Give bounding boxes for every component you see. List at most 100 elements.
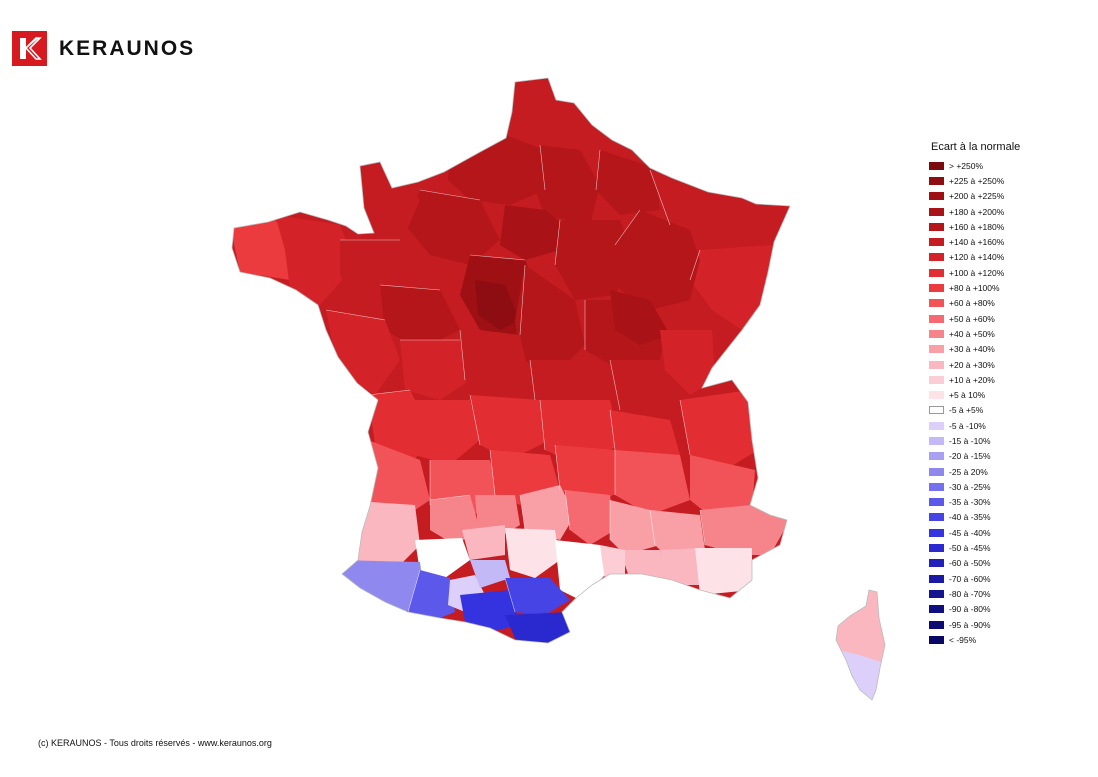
legend-item: +180 à +200% [929, 204, 1020, 219]
legend-label: -25 à 20% [949, 466, 988, 477]
legend-swatch [929, 528, 944, 537]
legend-item: -5 à +5% [929, 403, 1020, 418]
legend-swatch [929, 589, 944, 598]
legend-label: +80 à +100% [949, 283, 1000, 294]
legend-label: -30 à -25% [949, 481, 991, 492]
legend-item: -90 à -80% [929, 602, 1020, 617]
legend-label: -80 à -70% [949, 588, 991, 599]
legend-swatch [929, 238, 944, 247]
legend-swatch [929, 360, 944, 369]
legend-swatch [929, 268, 944, 277]
legend-label: +10 à +20% [949, 374, 995, 385]
legend-item: +50 à +60% [929, 311, 1020, 326]
legend-swatch [929, 192, 944, 201]
legend-label: < -95% [949, 634, 977, 645]
legend-item: -15 à -10% [929, 433, 1020, 448]
legend-item: +40 à +50% [929, 326, 1020, 341]
legend-item: -25 à 20% [929, 464, 1020, 479]
legend-item: -5 à -10% [929, 418, 1020, 433]
legend-item: > +250% [929, 158, 1020, 173]
legend-item: +225 à +250% [929, 173, 1020, 188]
legend-rows: > +250% +225 à +250% +200 à +225% +180 à +2… [929, 158, 1020, 648]
legend-label: +225 à +250% [949, 175, 1005, 186]
legend-label: +160 à +180% [949, 221, 1005, 232]
legend-swatch [929, 207, 944, 216]
legend-item: -80 à -70% [929, 586, 1020, 601]
legend-swatch [929, 544, 944, 553]
legend-label: -5 à +5% [949, 405, 984, 416]
copyright-footer: (c) KERAUNOS - Tous droits réservés - ww… [38, 738, 272, 748]
legend-swatch [929, 299, 944, 308]
legend-swatch [929, 314, 944, 323]
legend-label: +40 à +50% [949, 328, 995, 339]
brand: KERAUNOS [12, 31, 195, 66]
legend-label: +50 à +60% [949, 313, 995, 324]
legend-item: +30 à +40% [929, 342, 1020, 357]
legend-item: -40 à -35% [929, 510, 1020, 525]
legend-swatch [929, 421, 944, 430]
legend-swatch [929, 375, 944, 384]
legend-label: -45 à -40% [949, 527, 991, 538]
brand-name: KERAUNOS [59, 36, 196, 60]
legend-item: -35 à -30% [929, 495, 1020, 510]
keraunos-k-logo-icon [12, 31, 47, 66]
legend-swatch [929, 406, 944, 415]
legend-label: +120 à +140% [949, 252, 1005, 263]
legend-label: > +250% [949, 160, 984, 171]
legend-label: -95 à -90% [949, 619, 991, 630]
legend-item: +120 à +140% [929, 250, 1020, 265]
legend-label: -90 à -80% [949, 604, 991, 615]
legend-label: -20 à -15% [949, 451, 991, 462]
legend-item: -95 à -90% [929, 617, 1020, 632]
legend-item: +100 à +120% [929, 265, 1020, 280]
legend-swatch [929, 345, 944, 354]
legend-swatch [929, 161, 944, 170]
legend-item: +140 à +160% [929, 234, 1020, 249]
legend-item: -50 à -45% [929, 540, 1020, 555]
legend-swatch [929, 176, 944, 185]
legend-label: +140 à +160% [949, 237, 1005, 248]
legend-item: +5 à 10% [929, 387, 1020, 402]
legend-label: +60 à +80% [949, 298, 995, 309]
legend-swatch [929, 452, 944, 461]
legend-item: < -95% [929, 632, 1020, 647]
legend-swatch [929, 391, 944, 400]
legend-label: +20 à +30% [949, 359, 995, 370]
legend-label: -35 à -30% [949, 497, 991, 508]
legend-swatch [929, 329, 944, 338]
legend: Ecart à la normale > +250% +225 à +250% +2… [929, 141, 1020, 648]
legend-label: -60 à -50% [949, 558, 991, 569]
legend-label: +30 à +40% [949, 344, 995, 355]
legend-swatch [929, 284, 944, 293]
legend-label: +5 à 10% [949, 390, 986, 401]
legend-item: -60 à -50% [929, 556, 1020, 571]
legend-swatch [929, 482, 944, 491]
legend-item: -20 à -15% [929, 449, 1020, 464]
legend-item: +80 à +100% [929, 280, 1020, 295]
legend-title: Ecart à la normale [931, 141, 1021, 153]
legend-item: -70 à -60% [929, 571, 1020, 586]
legend-label: +180 à +200% [949, 206, 1005, 217]
legend-swatch [929, 574, 944, 583]
legend-item: +60 à +80% [929, 296, 1020, 311]
legend-label: -50 à -45% [949, 543, 991, 554]
legend-item: -45 à -40% [929, 525, 1020, 540]
legend-swatch [929, 222, 944, 231]
legend-swatch [929, 559, 944, 568]
legend-item: +10 à +20% [929, 372, 1020, 387]
legend-swatch [929, 605, 944, 614]
legend-label: -5 à -10% [949, 420, 986, 431]
legend-swatch [929, 635, 944, 644]
legend-label: -15 à -10% [949, 435, 991, 446]
legend-swatch [929, 467, 944, 476]
legend-label: -70 à -60% [949, 573, 991, 584]
legend-swatch [929, 253, 944, 262]
legend-swatch [929, 513, 944, 522]
legend-label: +200 à +225% [949, 191, 1005, 202]
legend-swatch [929, 620, 944, 629]
legend-item: +160 à +180% [929, 219, 1020, 234]
legend-swatch [929, 498, 944, 507]
legend-item: -30 à -25% [929, 479, 1020, 494]
legend-swatch [929, 436, 944, 445]
